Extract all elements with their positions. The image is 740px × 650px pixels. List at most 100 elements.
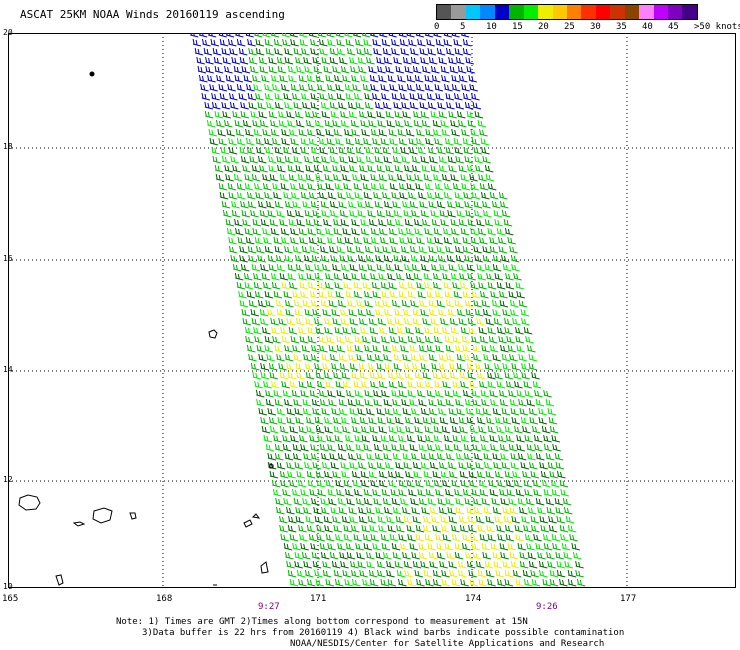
wind-barb [488,327,496,334]
wind-barb [329,300,337,307]
wind-barb [416,183,424,190]
wind-barb [389,426,397,433]
wind-barb [312,345,320,352]
wind-barb [379,525,387,532]
wind-barb [347,552,355,559]
wind-barb [446,345,454,352]
wind-barb [504,516,512,523]
wind-barb [334,273,342,280]
color-swatch [668,5,682,19]
wind-barb [572,543,580,550]
wind-barb [402,102,410,109]
wind-barb [310,435,318,442]
wind-barb [482,543,490,550]
wind-barb [310,390,318,397]
wind-barb [439,57,447,64]
wind-barb [433,282,441,289]
wind-barb [313,309,321,316]
wind-barb [449,264,457,271]
wind-barb [361,471,369,478]
wind-barb [536,498,544,505]
wind-barb [459,75,467,82]
wind-barb [363,282,371,289]
wind-barb [472,192,480,199]
color-swatch [682,5,696,19]
wind-barb [474,453,482,460]
wind-barb [307,426,315,433]
wind-barb [265,336,273,343]
wind-barb [510,246,518,253]
wind-barb [429,246,437,253]
wind-barb [341,561,349,568]
lon-label-168: 168 [156,594,172,604]
color-swatch [524,5,538,19]
wind-barb [348,255,356,262]
wind-barb [390,183,398,190]
wind-barb [277,462,285,469]
wind-barb [550,426,558,433]
wind-barb [270,426,278,433]
wind-barb [399,534,407,541]
wind-barb [492,300,500,307]
wind-barb [387,561,395,568]
wind-barb [410,399,418,406]
wind-barb [323,309,331,316]
wind-barb [456,399,464,406]
wind-barb [490,192,498,199]
wind-barb [436,93,444,100]
wind-barb [493,453,501,460]
wind-barb [341,264,349,271]
wind-barb [391,336,399,343]
wind-barb [248,201,256,208]
wind-barb [406,327,414,334]
wind-barb [442,174,450,181]
wind-barb [570,534,578,541]
wind-barb [352,579,360,586]
wind-barb [433,570,441,577]
wind-barb [363,534,371,541]
wind-barb [361,228,369,235]
wind-barb [481,435,489,442]
wind-barb [367,408,375,415]
wind-barb [361,120,369,127]
wind-barb [528,552,536,559]
wind-barb [307,381,315,388]
wind-barb [339,507,347,514]
wind-barb [392,93,400,100]
wind-barb [306,318,314,325]
wind-barb [282,129,290,136]
wind-barb [212,102,220,109]
wind-barb [351,561,359,568]
wind-barb [335,579,343,586]
wind-barb [514,480,522,487]
wind-barb [424,174,432,181]
wind-barb [456,102,464,109]
wind-barb [222,201,230,208]
wind-barb [523,570,531,577]
wind-barb [368,516,376,523]
wind-barb [463,39,471,46]
color-swatch [495,5,509,19]
wind-barb [474,246,482,253]
wind-barb [540,462,548,469]
wind-barb [443,480,451,487]
wind-barb [469,327,477,334]
wind-barb [305,66,313,73]
wind-barb [396,417,404,424]
wind-barb [296,165,304,172]
wind-barb [393,507,401,514]
wind-barb [436,444,444,451]
wind-barb [561,489,569,496]
wind-barb [500,390,508,397]
wind-barb [394,363,402,370]
wind-barb [384,354,392,361]
wind-barb [500,201,508,208]
wind-barb [518,453,526,460]
wind-barb [363,183,371,190]
wind-barb [482,444,490,451]
wind-barb [547,552,555,559]
wind-barb [399,84,407,91]
color-swatch [437,5,451,19]
wind-barb [427,192,435,199]
wind-barb [273,336,281,343]
